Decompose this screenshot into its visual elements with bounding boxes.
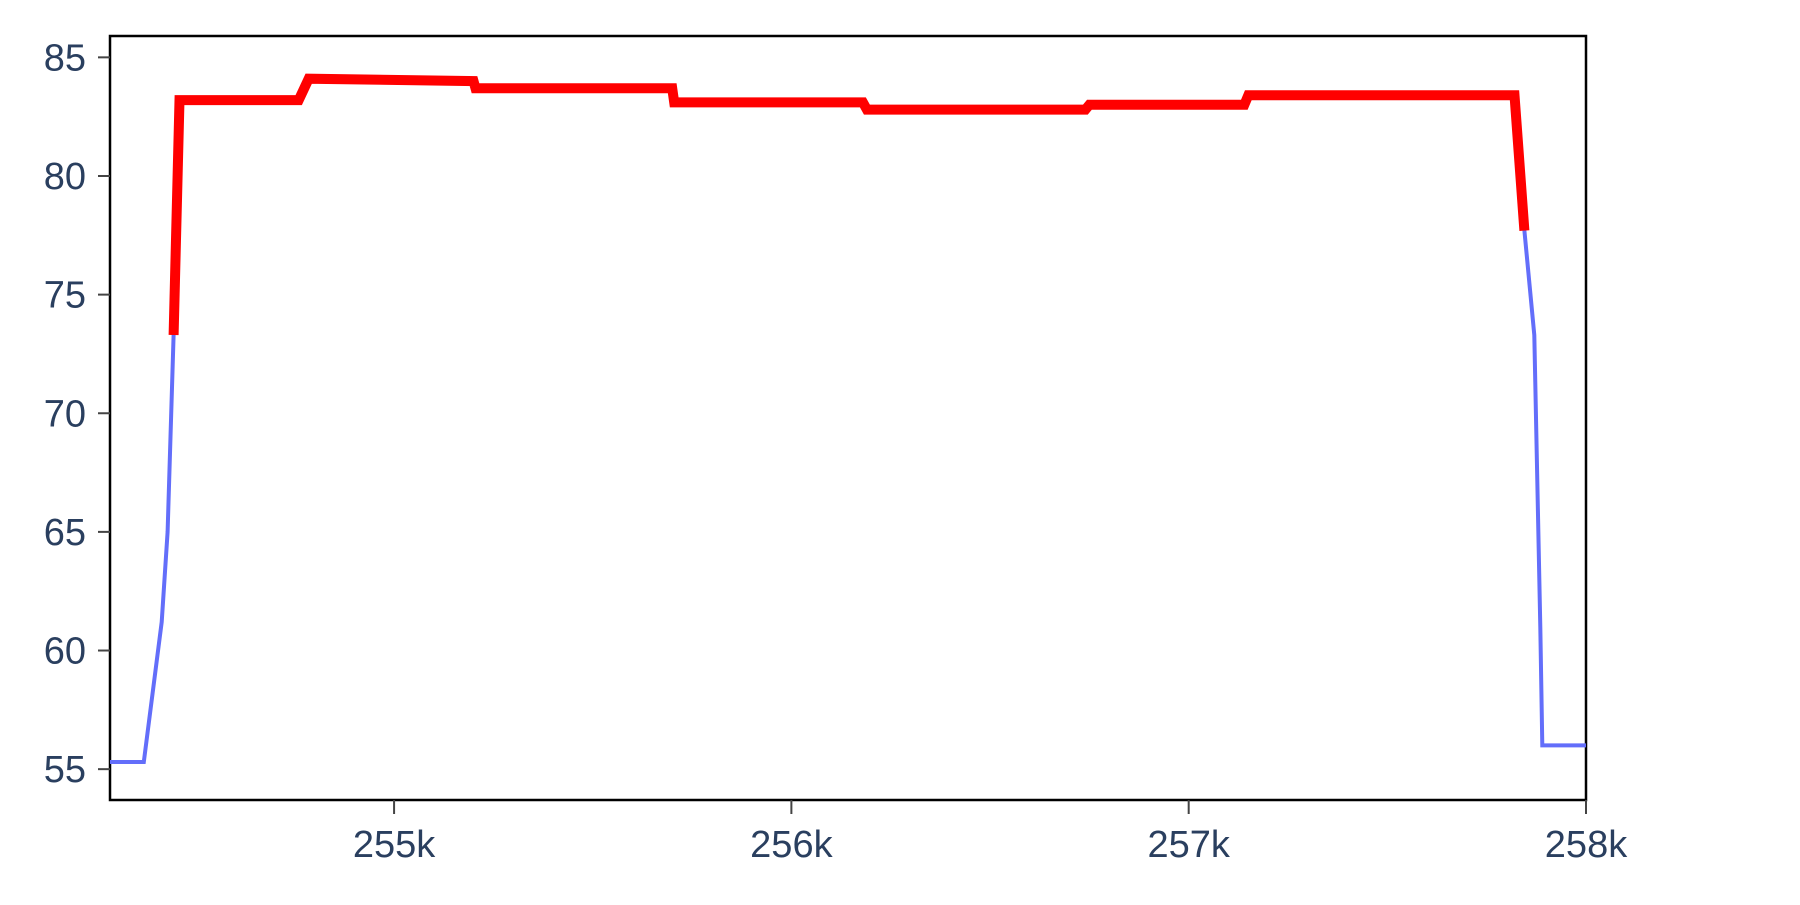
y-tick-label: 85: [44, 37, 86, 79]
y-tick-label: 75: [44, 275, 86, 317]
x-tick-label: 258k: [1545, 824, 1628, 866]
series-line-1: [110, 76, 1586, 764]
x-tick-label: 255k: [353, 824, 436, 866]
y-tick-label: 55: [44, 749, 86, 791]
x-tick-label: 256k: [750, 824, 833, 866]
y-tick-label: 70: [44, 393, 86, 435]
y-tick-label: 80: [44, 156, 86, 198]
plot-frame: [108, 34, 1588, 802]
y-tick-label: 60: [44, 631, 86, 673]
x-tick-label: 257k: [1147, 824, 1230, 866]
y-tick-label: 65: [44, 512, 86, 554]
series-line-2: [168, 73, 1530, 336]
